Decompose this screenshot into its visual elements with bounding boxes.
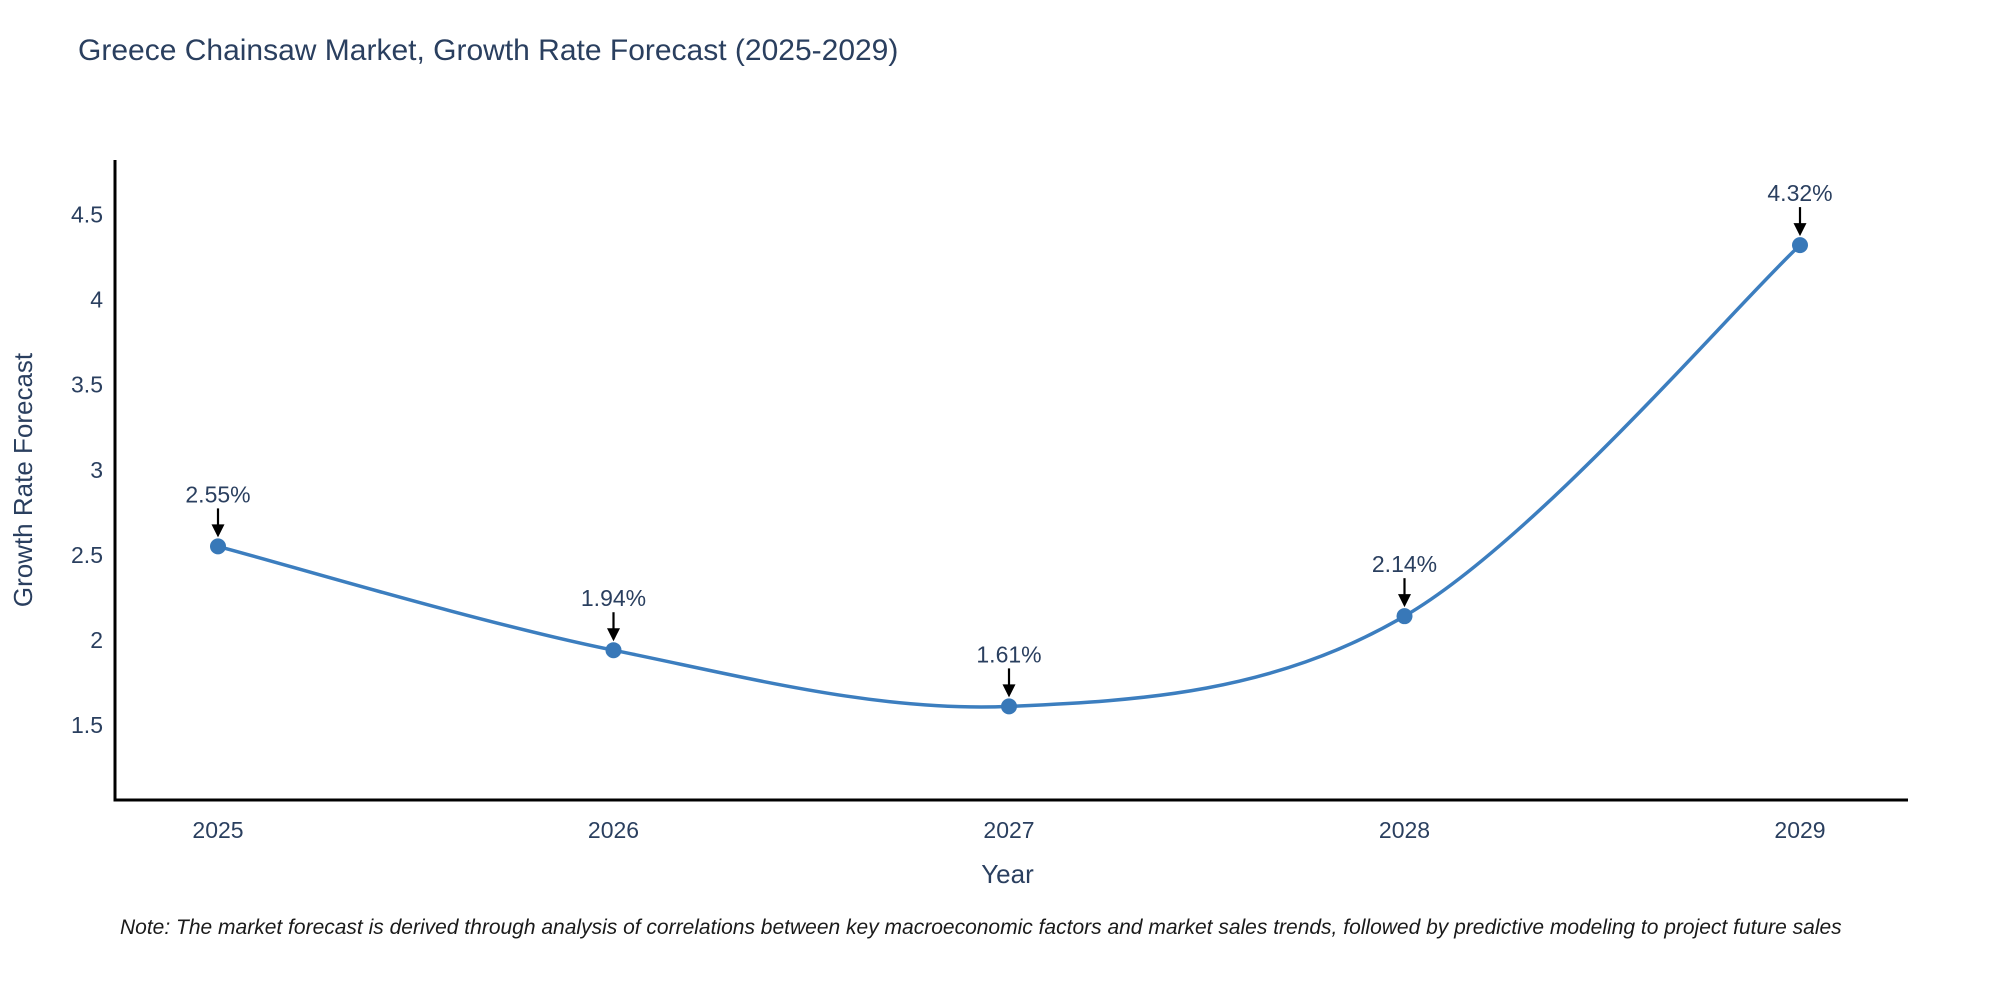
growth-rate-forecast-line-chart: 1.5 2 2.5 3 3.5 4 4.5 2025 2026 2027 2028 2029 Growt… bbox=[8, 160, 1908, 889]
data-point-marker bbox=[1396, 608, 1413, 625]
annotation-arrowhead bbox=[1793, 223, 1807, 237]
data-point-marker bbox=[1001, 698, 1017, 715]
chart-title: Greece Chainsaw Market, Growth Rate Fore… bbox=[78, 34, 899, 67]
data-point-label: 1.61% bbox=[976, 641, 1041, 667]
data-point-label: 4.32% bbox=[1767, 180, 1832, 206]
y-tick-label: 3 bbox=[90, 457, 103, 483]
y-tick-label: 2.5 bbox=[71, 542, 103, 568]
data-point-label: 2.55% bbox=[185, 481, 250, 507]
x-tick-label: 2026 bbox=[588, 817, 639, 843]
data-point-marker bbox=[1792, 237, 1808, 254]
y-tick-label: 4.5 bbox=[71, 201, 103, 227]
x-tick-label: 2027 bbox=[983, 817, 1034, 843]
y-tick-label: 1.5 bbox=[71, 712, 103, 738]
x-tick-label: 2025 bbox=[192, 817, 243, 843]
x-tick-label: 2029 bbox=[1774, 817, 1825, 843]
annotation-arrowhead bbox=[607, 628, 620, 642]
data-point-marker bbox=[605, 642, 622, 659]
y-axis-title: Growth Rate Forecast bbox=[8, 352, 38, 607]
y-tick-label: 4 bbox=[90, 287, 103, 313]
y-tick-label: 2 bbox=[90, 627, 103, 653]
annotation-arrowhead bbox=[1002, 684, 1016, 698]
data-point-label: 1.94% bbox=[581, 585, 646, 611]
x-axis-title: Year bbox=[981, 859, 1034, 889]
data-point-marker bbox=[210, 538, 226, 555]
footnote: Note: The market forecast is derived thr… bbox=[120, 916, 1842, 939]
data-point-label: 2.14% bbox=[1372, 551, 1437, 577]
x-tick-label: 2028 bbox=[1379, 817, 1430, 843]
series-line bbox=[216, 243, 1802, 709]
annotation-arrowhead bbox=[1398, 594, 1411, 608]
annotation-arrowhead bbox=[211, 524, 225, 538]
y-tick-label: 3.5 bbox=[71, 372, 103, 398]
